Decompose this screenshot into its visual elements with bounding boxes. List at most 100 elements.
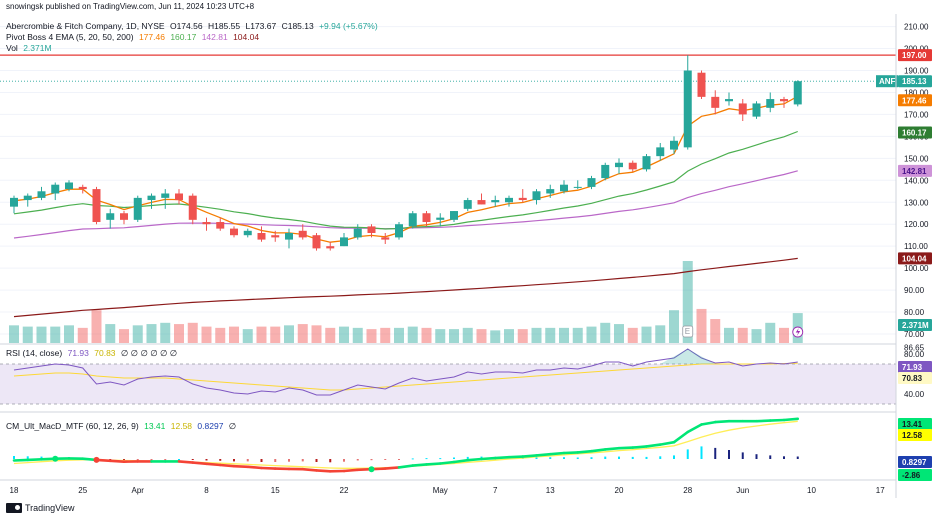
macd-line-segment [177, 460, 195, 464]
macd-histogram-bar [686, 449, 689, 459]
macd-line-segment [686, 423, 703, 434]
candle-body [766, 99, 775, 108]
volume-bar [77, 327, 88, 343]
macd-histogram-bar [439, 458, 442, 460]
price-tick-label: 200.00 [904, 45, 929, 54]
candle-body [463, 200, 472, 209]
candle-body [395, 224, 403, 238]
macd-line-segment [191, 461, 208, 466]
rsi-signal-badge-label: 70.83 [902, 374, 923, 383]
macd-line-segment [480, 456, 497, 461]
rsi-tick-label: 40.00 [904, 390, 925, 399]
ema200-value: 104.04 [233, 32, 260, 42]
volume-bar [435, 329, 446, 343]
price-tick-label: 110.00 [904, 242, 928, 251]
macd-line-segment [301, 467, 318, 472]
volume-bar [36, 326, 47, 343]
volume-bar [490, 330, 501, 343]
candle-body [628, 162, 637, 170]
macd-histogram-bar [453, 457, 455, 459]
ohlc-open: O174.56 [169, 21, 203, 31]
candle-body [546, 189, 555, 194]
macd-histogram-bar [329, 459, 332, 463]
macd-line-segment [658, 440, 676, 446]
candle-body [133, 197, 142, 220]
macd-histogram-bar [425, 458, 428, 460]
volume-legend[interactable]: Vol 2.371M [6, 43, 55, 53]
macd-histogram-bar [659, 456, 662, 459]
candle-body [340, 237, 348, 247]
macd-line-segment [342, 468, 360, 473]
macd-line-segment [315, 469, 332, 473]
macd-histogram-bar [714, 447, 717, 459]
time-tick-label: 13 [546, 486, 555, 495]
earnings-marker-icon[interactable] [682, 325, 694, 338]
volume-bar [559, 327, 569, 343]
macd-line-segment [603, 446, 621, 451]
ema-legend[interactable]: Pivot Boss 4 EMA (5, 20, 50, 200) 177.46… [6, 32, 262, 42]
candle-body [793, 81, 802, 105]
macd-histogram-bar [26, 456, 29, 459]
tradingview-brand[interactable]: TradingView [6, 503, 75, 513]
macd-lines [12, 417, 800, 473]
macd-line-segment [466, 457, 483, 462]
ema200-badge [898, 252, 932, 265]
macd-line-segment [493, 455, 511, 460]
macd-histogram-bar [604, 456, 607, 459]
candle-body [243, 230, 252, 236]
rsi-overbought-fill [660, 349, 716, 364]
volume-bar [641, 326, 652, 343]
price-tick-label: 210.00 [904, 23, 929, 32]
ema50-value: 142.81 [201, 32, 228, 42]
rsi-legend[interactable]: RSI (14, close) 71.93 70.83 ∅ ∅ ∅ ∅ ∅ ∅ [6, 348, 180, 359]
volume-bar [421, 327, 432, 343]
rsi-lines [0, 348, 896, 405]
macd-line-segment [590, 448, 607, 453]
symbol-legend[interactable]: Abercrombie & Fitch Company, 1D, NYSE O1… [6, 21, 381, 31]
rsi-value: 71.93 [67, 348, 89, 358]
candle-body [298, 230, 307, 238]
price-tick-label: 90.00 [904, 286, 925, 295]
macd-legend[interactable]: CM_Ult_MacD_MTF (60, 12, 26, 9) 13.41 12… [6, 421, 239, 432]
macd-histogram-bar [783, 456, 785, 459]
time-tick-label: 15 [271, 486, 280, 495]
time-axis: 18 25 Apr 8 15 22 May 7 13 20 28 Jun 10 17 [10, 486, 886, 495]
ema200-badge-label: 104.04 [902, 254, 927, 263]
candle-body [175, 193, 183, 201]
macd-histogram-bar [233, 459, 235, 462]
candle-body [147, 195, 156, 201]
volume-bar [380, 327, 391, 343]
volume-bar [242, 329, 253, 343]
candle-body [161, 193, 170, 198]
candle-body [422, 213, 431, 223]
macd-histogram-bar [178, 459, 180, 460]
candle-body [601, 164, 610, 179]
last-price-badge-symbol: ANF [879, 77, 896, 86]
ema50-badge-label: 142.81 [902, 167, 927, 176]
volume-bar [325, 327, 336, 343]
macd-histogram-bar [645, 456, 648, 459]
price-badges: 197.00 ANF 185.13 177.46 160.17 142.81 104.04 2… [876, 49, 932, 481]
candle-body [505, 197, 513, 203]
candle-body [202, 222, 211, 225]
ohlc-close: C185.13 [281, 21, 314, 31]
macd-histogram-bar [301, 459, 304, 462]
volume-value: 2.371M [23, 43, 52, 53]
volume-bar [352, 327, 363, 343]
macd-line-segment [576, 449, 593, 454]
volume-bar [174, 324, 184, 343]
volume-bar [229, 326, 239, 343]
macd-line-segment [645, 443, 662, 448]
volume-bar [160, 322, 171, 343]
macd-histogram-bar [370, 459, 373, 461]
macd-histogram-bar [164, 459, 167, 460]
macd-line-segment [26, 457, 43, 462]
ema200-line [13, 257, 798, 318]
macd-cross-dot [368, 466, 375, 473]
volume-bar [187, 322, 198, 343]
candle-body [188, 195, 197, 220]
volume-bar [311, 325, 322, 343]
price-tick-label: 100.00 [904, 264, 929, 273]
candle-body [367, 226, 376, 234]
macd-title: CM_Ult_MacD_MTF (60, 12, 26, 9) [6, 421, 139, 431]
